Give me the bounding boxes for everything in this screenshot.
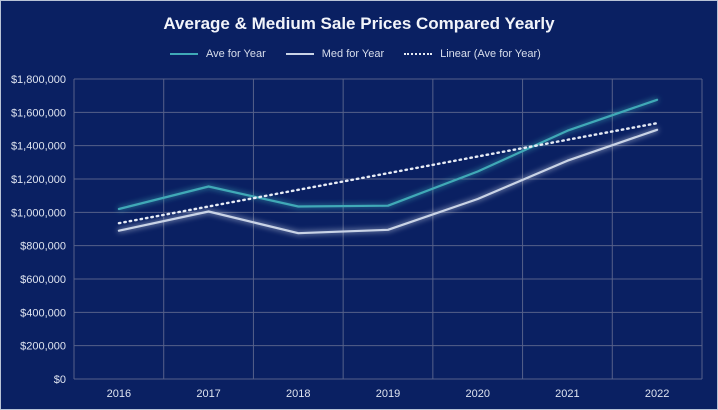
y-tick-label: $1,200,000: [11, 174, 66, 186]
legend: Ave for Year Med for Year Linear (Ave fo…: [170, 46, 561, 62]
y-tick-label: $800,000: [20, 241, 66, 253]
series-line-ave: [117, 98, 659, 211]
legend-swatch-med: [285, 53, 314, 55]
x-tick-label: 2019: [376, 388, 400, 400]
x-tick-label: 2020: [465, 388, 489, 400]
chart-title: Average & Medium Sale Prices Compared Ye…: [163, 14, 555, 33]
y-tick-label: $400,000: [20, 307, 66, 319]
x-tick-label: 2021: [555, 388, 579, 400]
legend-swatch-ave: [170, 53, 198, 55]
legend-item-med: Med for Year: [285, 48, 385, 60]
y-tick-label: $600,000: [20, 274, 66, 286]
series-line-med: [117, 128, 659, 235]
y-tick-label: $1,800,000: [11, 74, 66, 86]
y-tick-label: $1,400,000: [11, 141, 66, 153]
y-tick-label: $1,600,000: [11, 107, 66, 119]
x-tick-label: 2017: [196, 388, 220, 400]
y-tick-label: $0: [54, 374, 66, 386]
y-tick-label: $1,000,000: [11, 207, 66, 219]
y-tick-label: $200,000: [20, 341, 66, 353]
legend-item-ave: Ave for Year: [170, 48, 266, 60]
x-tick-label: 2022: [645, 388, 669, 400]
legend-item-linear: Linear (Ave for Year): [404, 48, 541, 60]
legend-label-linear: Linear (Ave for Year): [440, 48, 541, 60]
legend-label-ave: Ave for Year: [206, 48, 266, 60]
x-tick-label: 2016: [107, 388, 131, 400]
legend-label-med: Med for Year: [321, 48, 385, 60]
x-tick-label: 2018: [286, 388, 310, 400]
series-line-linear: [117, 121, 659, 225]
legend-swatch-linear: [404, 53, 433, 55]
